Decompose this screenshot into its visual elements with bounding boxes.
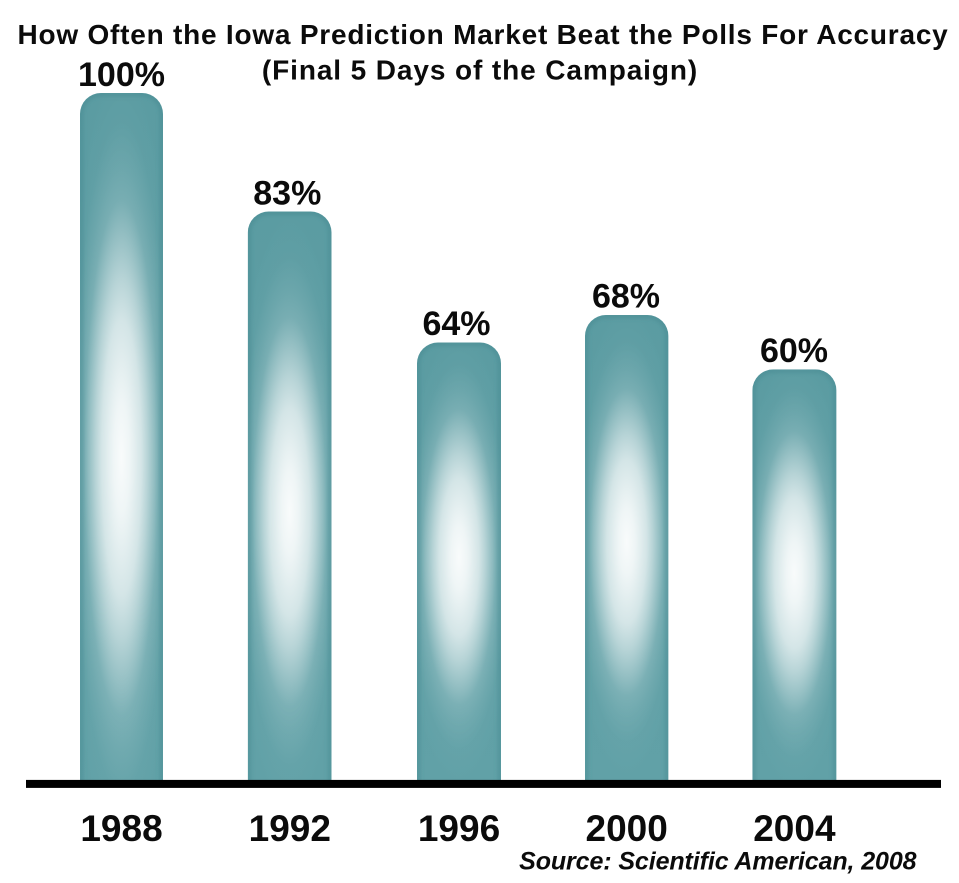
- svg-text:1996: 1996: [418, 808, 500, 849]
- svg-text:1992: 1992: [249, 808, 331, 849]
- svg-text:100%: 100%: [78, 56, 165, 94]
- svg-text:83%: 83%: [253, 174, 321, 212]
- svg-text:2000: 2000: [586, 808, 668, 849]
- svg-text:2004: 2004: [753, 808, 836, 849]
- svg-text:60%: 60%: [760, 332, 828, 370]
- svg-text:1988: 1988: [80, 808, 162, 849]
- svg-text:Source: Scientific American, 2: Source: Scientific American, 2008: [519, 848, 917, 876]
- svg-text:68%: 68%: [592, 278, 660, 316]
- svg-text:(Final 5 Days of the Campaign): (Final 5 Days of the Campaign): [262, 55, 698, 86]
- svg-text:64%: 64%: [422, 305, 490, 343]
- svg-text:How Often the Iowa Prediction: How Often the Iowa Prediction Market Bea…: [17, 19, 948, 50]
